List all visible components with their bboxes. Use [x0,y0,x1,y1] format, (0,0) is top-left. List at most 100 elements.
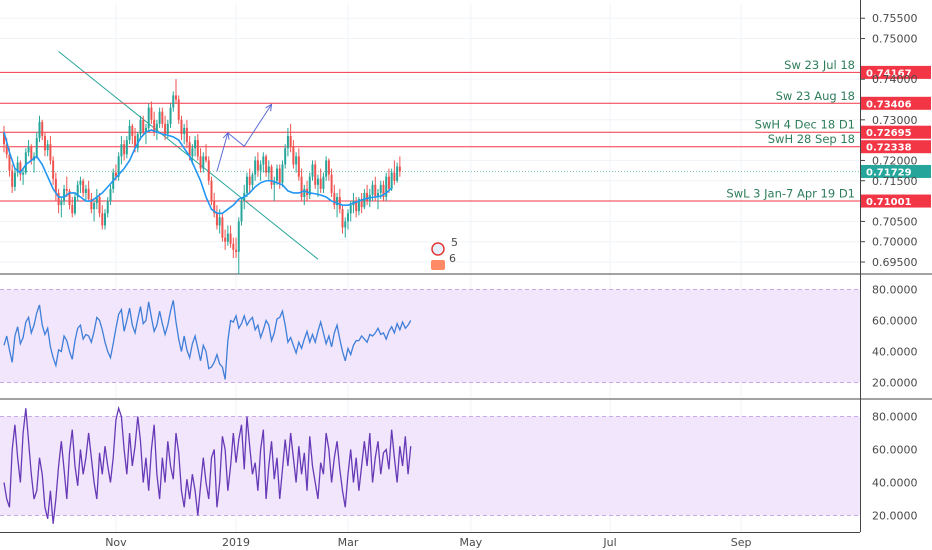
candle-body [5,144,8,155]
candle-body [330,174,333,193]
event-count: 5 [451,236,458,249]
oscillator-2-line [3,405,412,524]
candle-body [297,156,300,177]
candle-body [158,111,161,124]
candle-body [49,144,52,161]
axes: 80.0000 60.0000 40.0000 20.0000 80.0000 60.00… [0,12,918,549]
candle-body [254,160,257,175]
current-price-text: 0.71729 [866,167,912,178]
candle-body [226,233,229,242]
alert-icon[interactable] [431,242,445,256]
candle-body [251,174,254,185]
oscillator-2-tick-label: 80.0000 [872,411,918,424]
candle-body [84,188,87,193]
candle-body [180,119,183,135]
candle-body [262,156,265,165]
price-tick-label: 0.75500 [872,12,918,25]
candle-body [155,123,158,132]
time-tick-label: 2019 [222,536,250,549]
candle-body [396,166,399,181]
candle-body [213,201,216,214]
level-price-tag [861,96,931,110]
candle-body [19,162,22,175]
candle-body [161,111,164,124]
candle-body [82,180,85,193]
event-icons[interactable]: 56 [431,236,458,270]
candle-body [109,188,112,202]
candle-body [300,176,303,198]
candle-body [134,136,137,149]
event-count: 6 [449,252,456,265]
candle-body [316,178,319,185]
time-tick-label: May [459,536,482,549]
candle-body [104,213,107,226]
projection-line[interactable] [216,104,272,172]
candle-body [68,190,71,206]
candle-body [284,148,287,165]
current-price-tag [861,164,931,178]
oscillator-1-tick-label: 20.0000 [872,377,918,390]
candle-body [114,172,117,177]
candle-body [199,156,202,169]
time-tick-label: Sep [731,536,752,549]
candle-body [194,140,197,149]
candle-body [232,243,235,250]
candle-body [57,192,60,206]
candle-body [265,156,268,173]
candle-body [98,197,101,214]
price-tick-label: 0.72000 [872,154,918,167]
price-tick-label: 0.70000 [872,236,918,249]
candle-body [270,166,273,185]
candle-body [106,201,109,214]
candle-body [229,233,232,244]
candle-body [144,127,147,132]
candle-body [54,178,57,193]
oscillator-1-tick-label: 40.0000 [872,346,918,359]
candle-body [11,170,14,187]
projection-path[interactable] [216,103,273,172]
candle-body [95,197,98,204]
flag-icon[interactable] [431,260,445,270]
candle-body [123,144,126,155]
candle-body [73,197,76,214]
candle-body [224,237,227,242]
candle-body [292,146,295,165]
level-price-text: 0.72695 [866,128,912,139]
candle-body [398,166,401,172]
candle-body [166,123,169,135]
candle-body [308,176,311,195]
level-label: Sw 23 Aug 18 [776,89,855,103]
candle-body [385,176,388,198]
candle-body [286,136,289,149]
price-tick-label: 0.71500 [872,175,918,188]
candle-body [355,201,358,212]
candle-body [363,192,366,208]
candle-body [210,180,213,202]
candle-body [183,127,186,135]
candle-body [338,197,341,210]
candle-body [117,156,120,177]
oscillator-1-line [3,300,412,380]
level-lines[interactable]: Sw 23 Jul 18 0.74167 Sw 23 Aug 18 0.73406 Sw… [0,58,931,208]
candle-body [63,188,66,202]
candle-body [344,221,347,228]
time-tick-label: Mar [338,536,359,549]
candle-body [128,125,131,141]
candle-body [93,203,96,210]
candle-body [131,125,134,137]
candle-body [237,221,240,252]
price-tick-label: 0.70500 [872,215,918,228]
candle-body [164,123,167,135]
candle-body [281,164,284,183]
candle-body [207,160,210,181]
candle-body [60,201,63,206]
candle-body [177,99,180,120]
candle-body [319,178,322,189]
candle-body [221,217,224,238]
candle-body [267,166,270,173]
time-tick-label: Nov [105,536,127,549]
candle-body [366,192,369,202]
candle-body [46,144,49,151]
candle-body [295,156,298,165]
